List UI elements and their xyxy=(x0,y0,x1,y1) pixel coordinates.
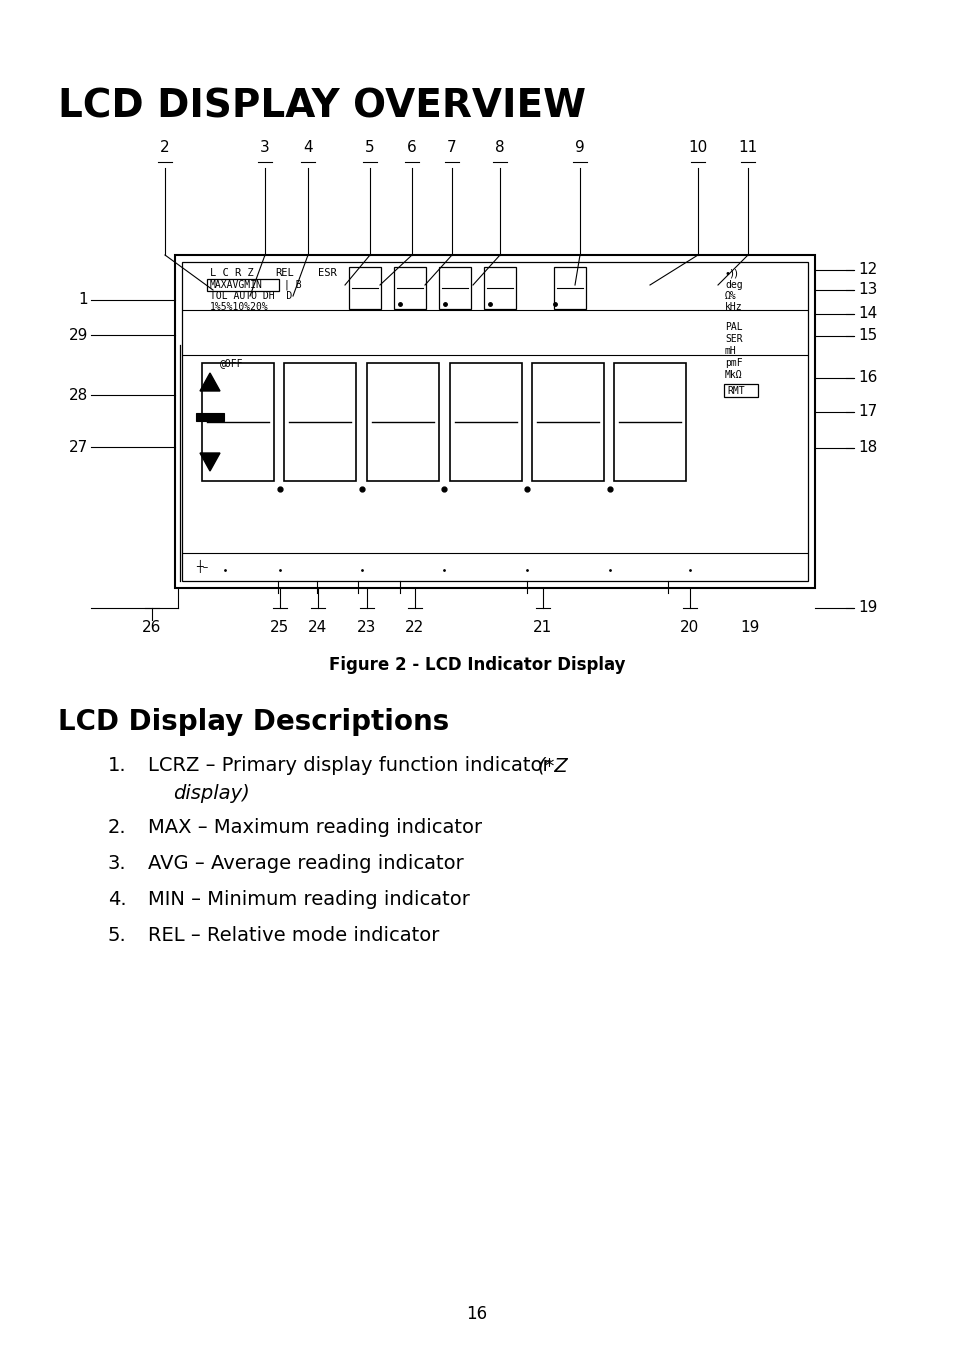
Text: MAXAVGMIN: MAXAVGMIN xyxy=(210,280,263,290)
Polygon shape xyxy=(200,373,220,391)
Text: 3: 3 xyxy=(260,140,270,155)
Text: 8: 8 xyxy=(495,140,504,155)
Text: 2: 2 xyxy=(160,140,170,155)
Text: REL – Relative mode indicator: REL – Relative mode indicator xyxy=(148,925,439,946)
Bar xyxy=(554,267,585,308)
Text: 12: 12 xyxy=(857,263,877,277)
Text: SER: SER xyxy=(724,334,741,343)
Text: 22: 22 xyxy=(405,620,424,634)
Text: LCD Display Descriptions: LCD Display Descriptions xyxy=(58,709,449,735)
Text: MkΩ: MkΩ xyxy=(724,370,741,380)
Text: 13: 13 xyxy=(857,283,877,298)
Text: 16: 16 xyxy=(466,1305,487,1323)
Text: 1: 1 xyxy=(78,292,88,307)
Bar xyxy=(207,279,278,291)
Text: LCD DISPLAY OVERVIEW: LCD DISPLAY OVERVIEW xyxy=(58,88,585,127)
Text: 4.: 4. xyxy=(108,890,127,909)
Text: mH: mH xyxy=(724,346,736,356)
Text: display): display) xyxy=(172,784,250,803)
Text: Ω%: Ω% xyxy=(724,291,736,300)
Text: 25: 25 xyxy=(270,620,290,634)
Bar xyxy=(483,267,516,308)
Text: 18: 18 xyxy=(857,440,877,455)
Text: 23: 23 xyxy=(357,620,376,634)
Text: 16: 16 xyxy=(857,370,877,385)
Text: 20: 20 xyxy=(679,620,699,634)
Text: L C R Z: L C R Z xyxy=(210,268,253,277)
Text: ESR: ESR xyxy=(317,268,336,277)
Bar xyxy=(450,362,521,481)
Text: 7: 7 xyxy=(447,140,456,155)
Text: (*Z: (*Z xyxy=(537,756,568,775)
Text: MAX – Maximum reading indicator: MAX – Maximum reading indicator xyxy=(148,818,481,836)
Text: 3.: 3. xyxy=(108,854,127,873)
Text: 14: 14 xyxy=(857,307,877,322)
Text: @OFF: @OFF xyxy=(220,358,243,368)
Text: 11: 11 xyxy=(738,140,757,155)
Text: 29: 29 xyxy=(69,327,88,342)
Text: 10: 10 xyxy=(688,140,707,155)
Text: 21: 21 xyxy=(533,620,552,634)
Text: •)): •)) xyxy=(724,268,739,277)
Bar xyxy=(284,362,355,481)
Text: 5: 5 xyxy=(365,140,375,155)
Text: 1%5%10%20%: 1%5%10%20% xyxy=(210,302,269,313)
Text: 4: 4 xyxy=(303,140,313,155)
Text: pmF: pmF xyxy=(724,358,741,368)
Text: AVG – Average reading indicator: AVG – Average reading indicator xyxy=(148,854,463,873)
Text: ┼–: ┼– xyxy=(195,559,208,572)
Text: 24: 24 xyxy=(308,620,327,634)
Text: 2.: 2. xyxy=(108,818,127,836)
Text: Figure 2 - LCD Indicator Display: Figure 2 - LCD Indicator Display xyxy=(329,656,624,674)
Text: | B: | B xyxy=(284,280,301,290)
Text: kHz: kHz xyxy=(724,302,741,313)
Bar xyxy=(182,263,807,581)
Bar xyxy=(532,362,603,481)
Text: LCRZ – Primary display function indicator: LCRZ – Primary display function indicato… xyxy=(148,756,557,775)
Bar xyxy=(367,362,438,481)
Bar xyxy=(614,362,685,481)
Text: RMT: RMT xyxy=(726,387,744,396)
Text: 15: 15 xyxy=(857,329,877,343)
Bar xyxy=(202,362,274,481)
Bar xyxy=(394,267,426,308)
Text: 6: 6 xyxy=(407,140,416,155)
Text: 27: 27 xyxy=(69,439,88,454)
Text: TOL AUTO DH  D: TOL AUTO DH D xyxy=(210,291,292,300)
Text: 1.: 1. xyxy=(108,756,127,775)
Text: REL: REL xyxy=(274,268,294,277)
Text: 5.: 5. xyxy=(108,925,127,946)
Text: 26: 26 xyxy=(142,620,161,634)
Bar xyxy=(438,267,471,308)
Text: 19: 19 xyxy=(857,601,877,616)
Text: MIN – Minimum reading indicator: MIN – Minimum reading indicator xyxy=(148,890,470,909)
Text: 9: 9 xyxy=(575,140,584,155)
Text: deg: deg xyxy=(724,280,741,290)
Bar xyxy=(195,414,224,422)
Text: 17: 17 xyxy=(857,404,877,419)
Bar xyxy=(723,384,758,397)
Text: 28: 28 xyxy=(69,388,88,403)
Text: 19: 19 xyxy=(740,620,759,634)
Text: PAL: PAL xyxy=(724,322,741,331)
Bar xyxy=(349,267,380,308)
Bar xyxy=(174,255,814,589)
Polygon shape xyxy=(200,453,220,471)
